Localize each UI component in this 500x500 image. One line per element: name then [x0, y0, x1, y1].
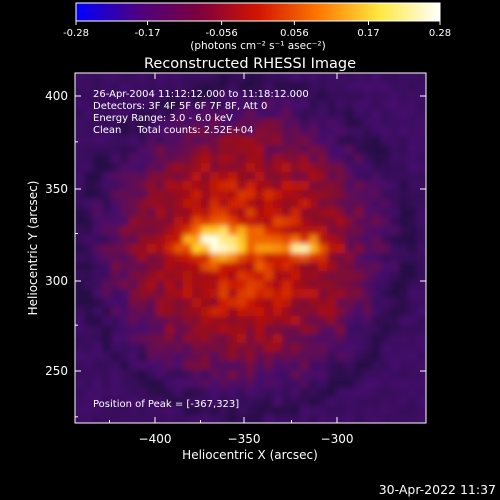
x-tick-label: −350 — [228, 432, 261, 446]
peak-position-label: Position of Peak = [-367,323] — [93, 399, 239, 410]
timestamp: 30-Apr-2022 11:37 — [379, 482, 496, 497]
heatmap-region — [75, 73, 426, 423]
annotation-counts: Clean Total counts: 2.52E+04 — [93, 125, 253, 136]
y-tick-label: 300 — [45, 274, 68, 288]
y-tick-label: 350 — [45, 182, 68, 196]
annotation-detectors: Detectors: 3F 4F 5F 6F 7F 8F, Att 0 — [93, 101, 267, 112]
annotation-energy: Energy Range: 3.0 - 6.0 keV — [93, 113, 233, 124]
y-tick-label: 400 — [45, 89, 68, 103]
colorbar-unit: (photons cm⁻² s⁻¹ asec⁻²) — [190, 40, 325, 52]
colorbar-tick-label: 0.056 — [280, 28, 309, 39]
colorbar-tick-label: -0.17 — [135, 28, 161, 39]
colorbar-tick-label: 0.17 — [357, 28, 379, 39]
annotation-time: 26-Apr-2004 11:12:12.000 to 11:18:12.000 — [93, 89, 309, 100]
y-axis-label: Heliocentric Y (arcsec) — [26, 181, 40, 316]
x-tick-label: −400 — [139, 432, 172, 446]
heatmap-image — [75, 73, 426, 423]
x-axis: −400 −350 −300 — [109, 73, 354, 446]
chart-title: Reconstructed RHESSI Image — [144, 56, 356, 72]
colorbar-tick-label: 0.28 — [429, 28, 451, 39]
y-axis: 250 300 350 400 — [45, 89, 426, 418]
y-tick-label: 250 — [45, 364, 68, 378]
colorbar-tick-label: -0.056 — [205, 28, 237, 39]
plot-frame — [74, 72, 427, 424]
x-axis-label: Heliocentric X (arcsec) — [182, 448, 318, 462]
x-tick-label: −300 — [321, 432, 354, 446]
colorbar — [75, 2, 441, 22]
colorbar-tick-label: -0.28 — [63, 28, 89, 39]
annotation-block: 26-Apr-2004 11:12:12.000 to 11:18:12.000… — [93, 89, 309, 136]
colorbar-ticks: -0.28 -0.17 -0.056 0.056 0.17 0.28 — [63, 21, 451, 39]
